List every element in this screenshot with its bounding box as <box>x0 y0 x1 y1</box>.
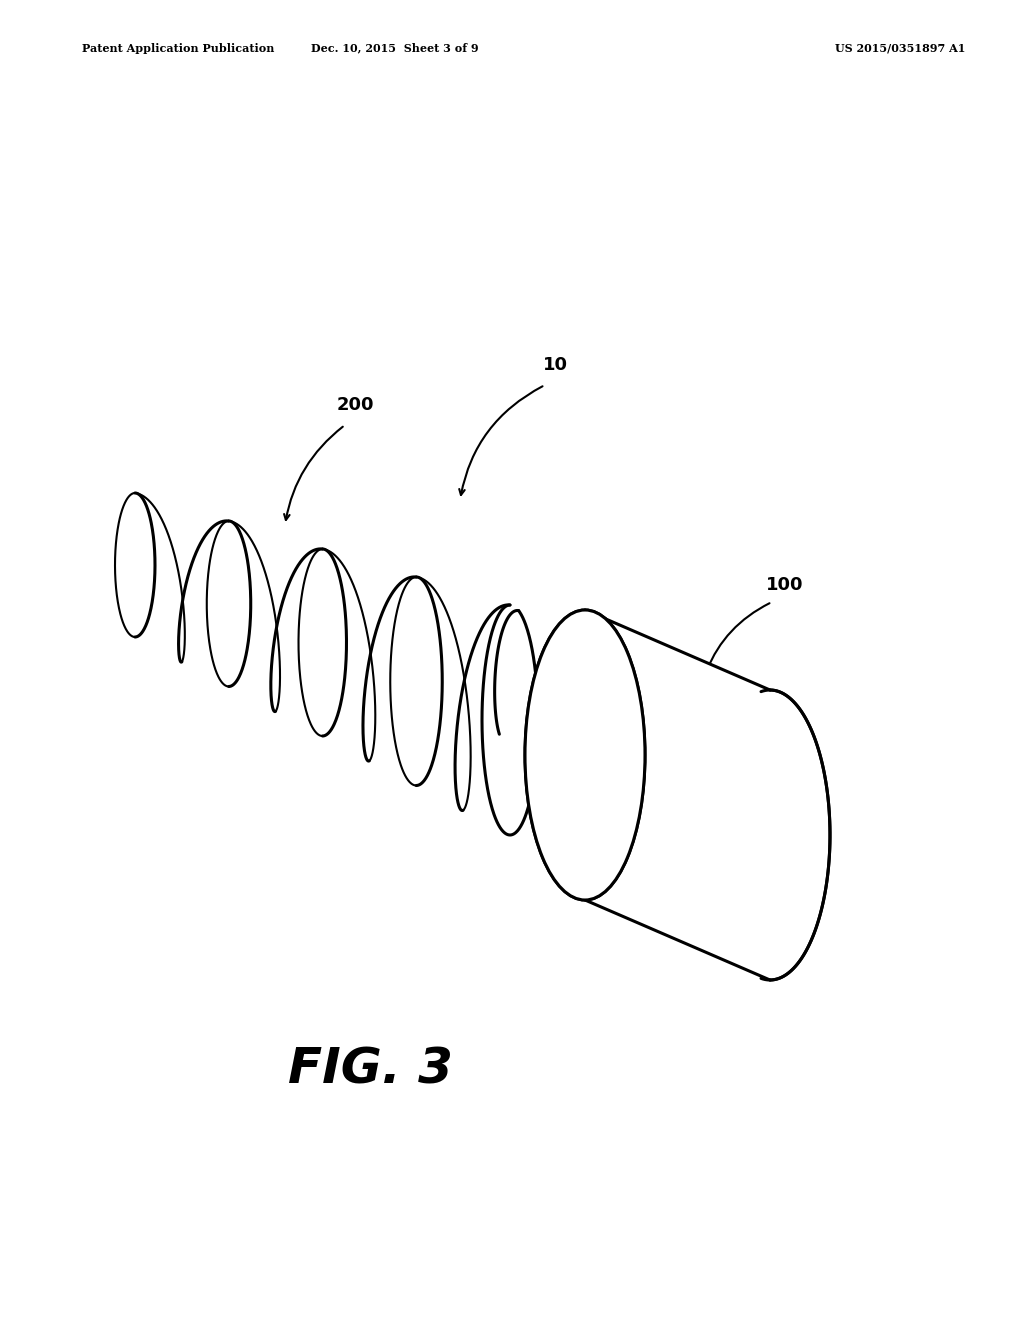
Text: US 2015/0351897 A1: US 2015/0351897 A1 <box>835 42 966 54</box>
Text: 10: 10 <box>543 356 567 374</box>
Polygon shape <box>482 605 538 836</box>
Polygon shape <box>482 605 538 836</box>
Text: 100: 100 <box>766 576 804 594</box>
Polygon shape <box>115 492 155 638</box>
Polygon shape <box>585 610 830 979</box>
Text: Patent Application Publication: Patent Application Publication <box>82 42 274 54</box>
Ellipse shape <box>525 610 645 900</box>
Polygon shape <box>299 549 346 737</box>
Polygon shape <box>207 521 251 686</box>
Polygon shape <box>390 577 442 785</box>
Text: Dec. 10, 2015  Sheet 3 of 9: Dec. 10, 2015 Sheet 3 of 9 <box>311 42 479 54</box>
Text: 200: 200 <box>336 396 374 414</box>
Text: FIG. 3: FIG. 3 <box>288 1045 453 1094</box>
Ellipse shape <box>525 610 645 900</box>
